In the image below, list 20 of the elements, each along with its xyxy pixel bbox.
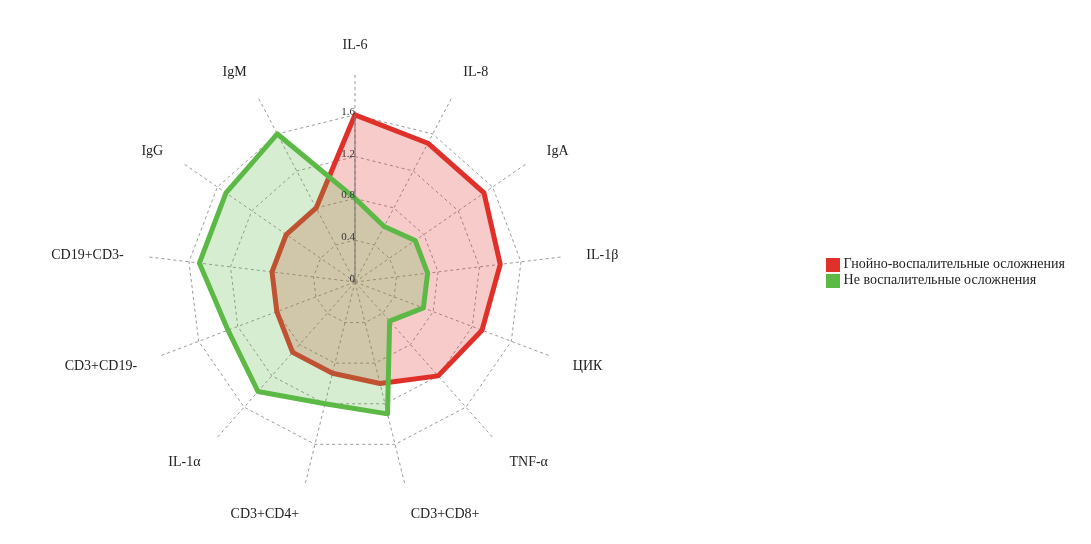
- spoke-label: IL-6: [342, 37, 368, 52]
- spoke-label: ЦИК: [572, 357, 604, 373]
- spoke-label: CD19+CD3-: [51, 246, 125, 262]
- y-tick-label: 0.4: [341, 230, 356, 243]
- spoke-label: IgG: [141, 142, 164, 158]
- legend-label: Гнойно-воспалительные осложнения: [843, 256, 1065, 271]
- y-tick-label: 0.8: [341, 188, 356, 201]
- y-tick-label: 1.6: [341, 104, 356, 117]
- spoke-label: IL-1β: [586, 246, 619, 262]
- spoke-label: IgA: [546, 142, 570, 158]
- spoke-label: TNF-α: [509, 454, 549, 470]
- spoke-label: IgM: [222, 63, 248, 79]
- spoke-label: IL-8: [463, 63, 489, 79]
- spoke-label: CD3+CD19-: [64, 357, 138, 373]
- y-tick-label: 0: [349, 272, 356, 284]
- spoke-label: CD3+CD4+: [230, 506, 300, 522]
- y-tick-label: 1.2: [341, 146, 355, 159]
- spoke-label: CD3+CD8+: [410, 506, 480, 522]
- legend-label: Не воспалительные осложнения: [843, 272, 1037, 287]
- spoke-label: IL-1α: [168, 454, 202, 470]
